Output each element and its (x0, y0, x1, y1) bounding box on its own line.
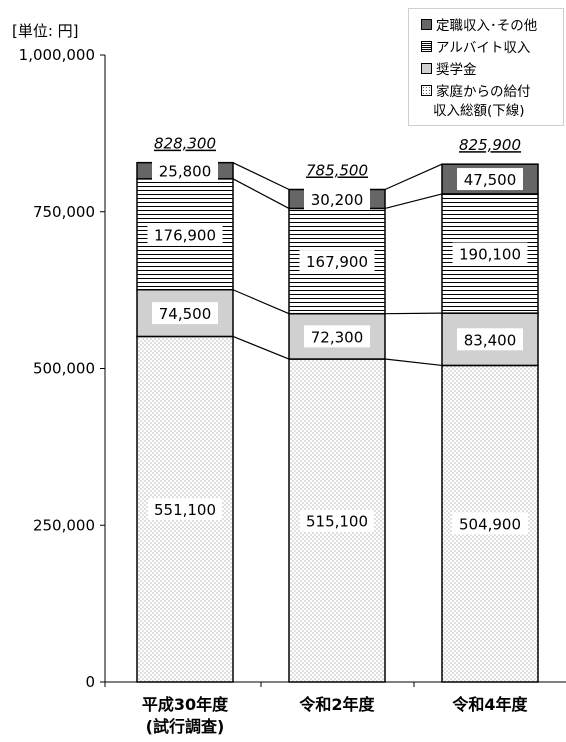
data-label-arbeit: 167,900 (306, 253, 368, 271)
legend-item-scholarship: 奨学金 (421, 57, 563, 79)
data-labels: 551,100 74,500 176,900 25,800 828,300 515,100… (147, 135, 528, 535)
connector-line (232, 289, 290, 315)
connector-line (232, 162, 290, 191)
connector-line (384, 312, 443, 315)
data-label-bg (304, 187, 370, 210)
data-label-bg (147, 498, 223, 521)
data-label-bg (299, 250, 375, 273)
legend-label-top: 定職収入･その他 (436, 18, 538, 34)
data-label-bg (457, 168, 523, 191)
legend-swatch-top (421, 18, 432, 30)
legend-swatch-family (421, 84, 432, 96)
legend-label-scholarship: 奨学金 (436, 62, 477, 78)
legend: 定職収入･その他 アルバイト収入 奨学金 家庭からの給付 収入総額(下線) (408, 8, 564, 126)
legend-item-top: 定職収入･その他 (421, 13, 563, 35)
connector-line (232, 178, 290, 209)
data-label-other: 47,500 (464, 171, 517, 189)
x-category-label: 令和2年度 (298, 695, 375, 714)
data-label-other: 30,200 (311, 191, 364, 209)
total-label: 825,900 (459, 136, 521, 154)
x-category-label: 平成30年度(試行調査) (142, 695, 229, 736)
x-category-label: 令和4年度 (451, 695, 528, 714)
data-label-family: 504,900 (459, 516, 521, 534)
connector-line (384, 358, 443, 367)
data-label-bg (304, 325, 370, 348)
total-label: 785,500 (306, 161, 368, 179)
data-label-arbeit: 176,900 (154, 226, 216, 244)
data-label-bg (452, 242, 528, 265)
legend-label-family: 家庭からの給付 (436, 84, 531, 100)
total-label: 828,300 (154, 135, 216, 153)
connector-line (384, 193, 443, 210)
data-label-scholarship: 83,400 (464, 331, 517, 349)
data-label-family: 515,100 (306, 513, 368, 531)
legend-item-arbeit: アルバイト収入 (421, 35, 563, 57)
legend-label-arbeit: アルバイト収入 (436, 40, 531, 56)
data-label-bg (452, 512, 528, 535)
data-label-scholarship: 74,500 (159, 305, 212, 323)
connector-lines (232, 162, 443, 367)
y-tick-label: 500,000 (33, 360, 95, 378)
y-tick-label: 750,000 (33, 203, 95, 221)
axes: 0 250,000 500,000 750,000 1,000,000 平成30年度(試行… (19, 46, 566, 736)
y-tick-label: 250,000 (33, 516, 95, 534)
data-label-bg (152, 159, 218, 182)
data-label-bg (299, 509, 375, 532)
legend-item-family: 家庭からの給付 (421, 79, 563, 101)
y-tick-label: 0 (85, 673, 95, 691)
legend-swatch-arbeit (421, 40, 432, 52)
connector-line (384, 163, 443, 191)
data-label-scholarship: 72,300 (311, 328, 364, 346)
data-label-bg (152, 302, 218, 325)
data-label-family: 551,100 (154, 501, 216, 519)
legend-swatch-scholarship (421, 62, 432, 74)
data-label-arbeit: 190,100 (459, 246, 521, 264)
data-label-other: 25,800 (159, 163, 212, 181)
connector-line (232, 335, 290, 360)
data-label-bg (147, 223, 223, 246)
y-tick-label: 1,000,000 (19, 46, 95, 64)
data-label-bg (457, 328, 523, 351)
unit-label: [単位: 円] (12, 22, 79, 40)
legend-total-note: 収入総額(下線) (433, 103, 525, 119)
